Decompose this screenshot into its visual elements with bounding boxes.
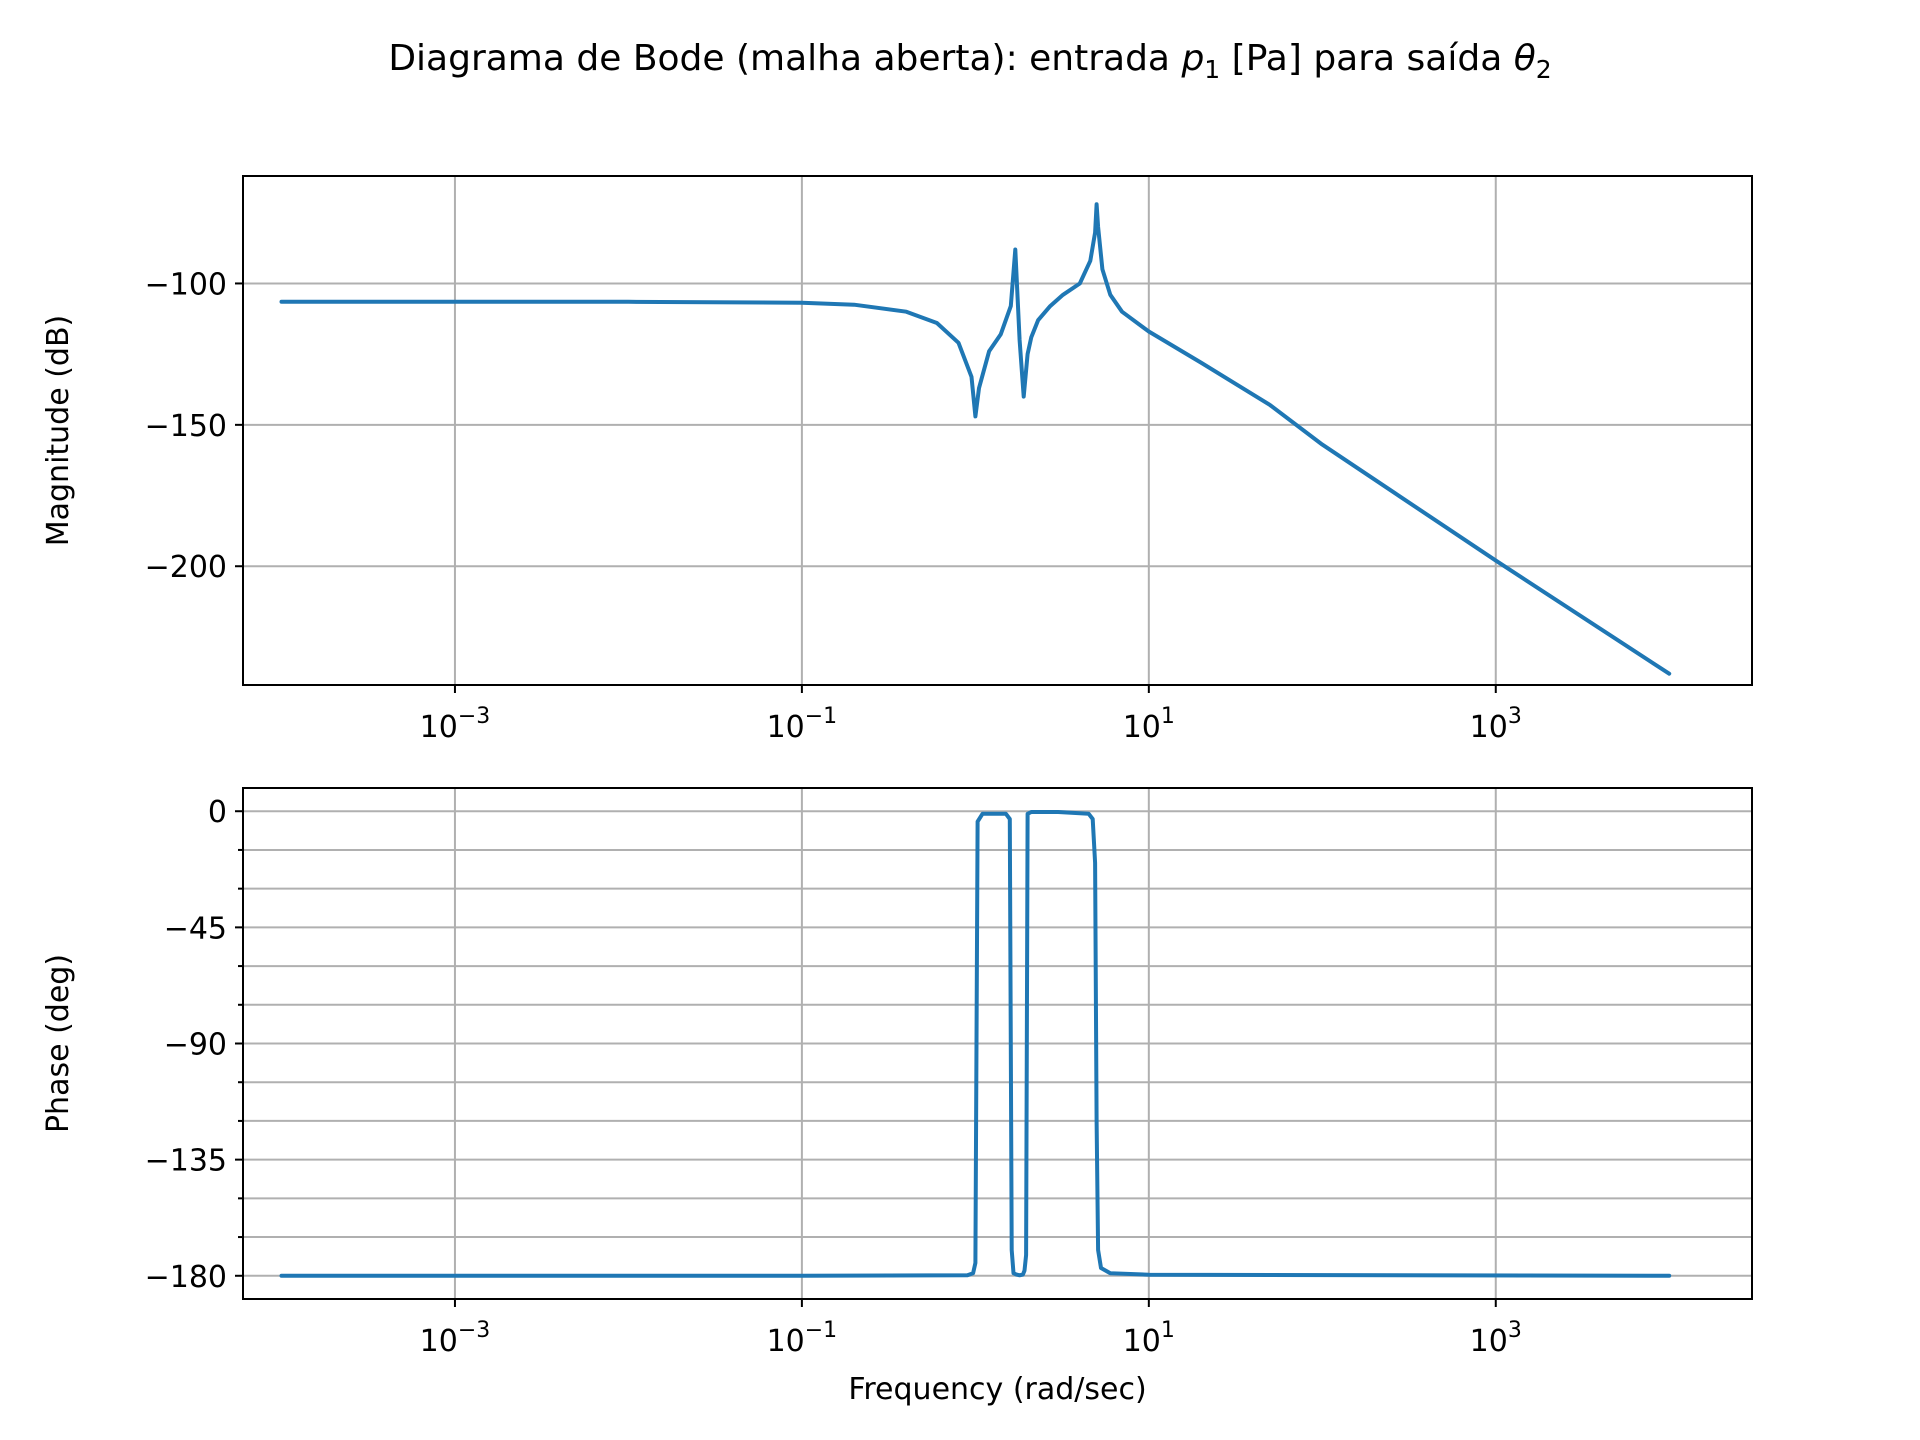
phase-y-tick-label: −45 xyxy=(164,911,227,946)
title-var1: p xyxy=(1180,38,1204,79)
phase-grid xyxy=(243,788,1752,1299)
title-var2: θ xyxy=(1514,38,1536,79)
magnitude-axes-frame xyxy=(242,175,1753,686)
phase-x-tick-label: 101 xyxy=(1123,1318,1175,1359)
title-prefix: Diagrama de Bode (malha aberta): entrada xyxy=(388,38,1181,79)
phase-plot: 10−3 10−1 101 103 0 −45 −90 −135 −180 Phase (deg)… xyxy=(41,787,1753,1407)
magnitude-x-tick-label: 10−3 xyxy=(420,704,491,745)
magnitude-series-line xyxy=(279,202,1672,676)
phase-x-tick-label: 10−1 xyxy=(767,1318,838,1359)
title-var2-subscript: 2 xyxy=(1536,55,1552,84)
magnitude-y-tick-label: −200 xyxy=(145,550,227,585)
phase-y-tick-label: −135 xyxy=(145,1144,227,1179)
magnitude-plot: 10−3 10−1 101 103 −100 −150 −200 Magnitude (dB) xyxy=(41,175,1753,745)
phase-y-tick-label: −180 xyxy=(145,1260,227,1295)
magnitude-grid xyxy=(243,176,1752,685)
title-middle: [Pa] para saída xyxy=(1220,38,1514,79)
magnitude-x-tick-label: 103 xyxy=(1470,704,1522,745)
phase-x-axis-label: Frequency (rad/sec) xyxy=(848,1372,1146,1407)
magnitude-y-axis-label: Magnitude (dB) xyxy=(41,315,76,547)
phase-x-tick-label: 103 xyxy=(1470,1318,1522,1359)
magnitude-x-tick-label: 10−1 xyxy=(767,704,838,745)
phase-y-axis-label: Phase (deg) xyxy=(41,954,76,1133)
phase-x-tick-label: 10−3 xyxy=(420,1318,491,1359)
magnitude-y-tick-label: −150 xyxy=(145,409,227,444)
title-var1-subscript: 1 xyxy=(1204,55,1220,84)
figure-title: Diagrama de Bode (malha aberta): entrada… xyxy=(388,38,1551,84)
phase-y-tick-label: −90 xyxy=(164,1028,227,1063)
magnitude-x-tick-label: 101 xyxy=(1123,704,1175,745)
phase-y-tick-label: 0 xyxy=(208,795,227,830)
magnitude-y-tick-label: −100 xyxy=(145,267,227,302)
phase-series-line xyxy=(279,810,1672,1278)
